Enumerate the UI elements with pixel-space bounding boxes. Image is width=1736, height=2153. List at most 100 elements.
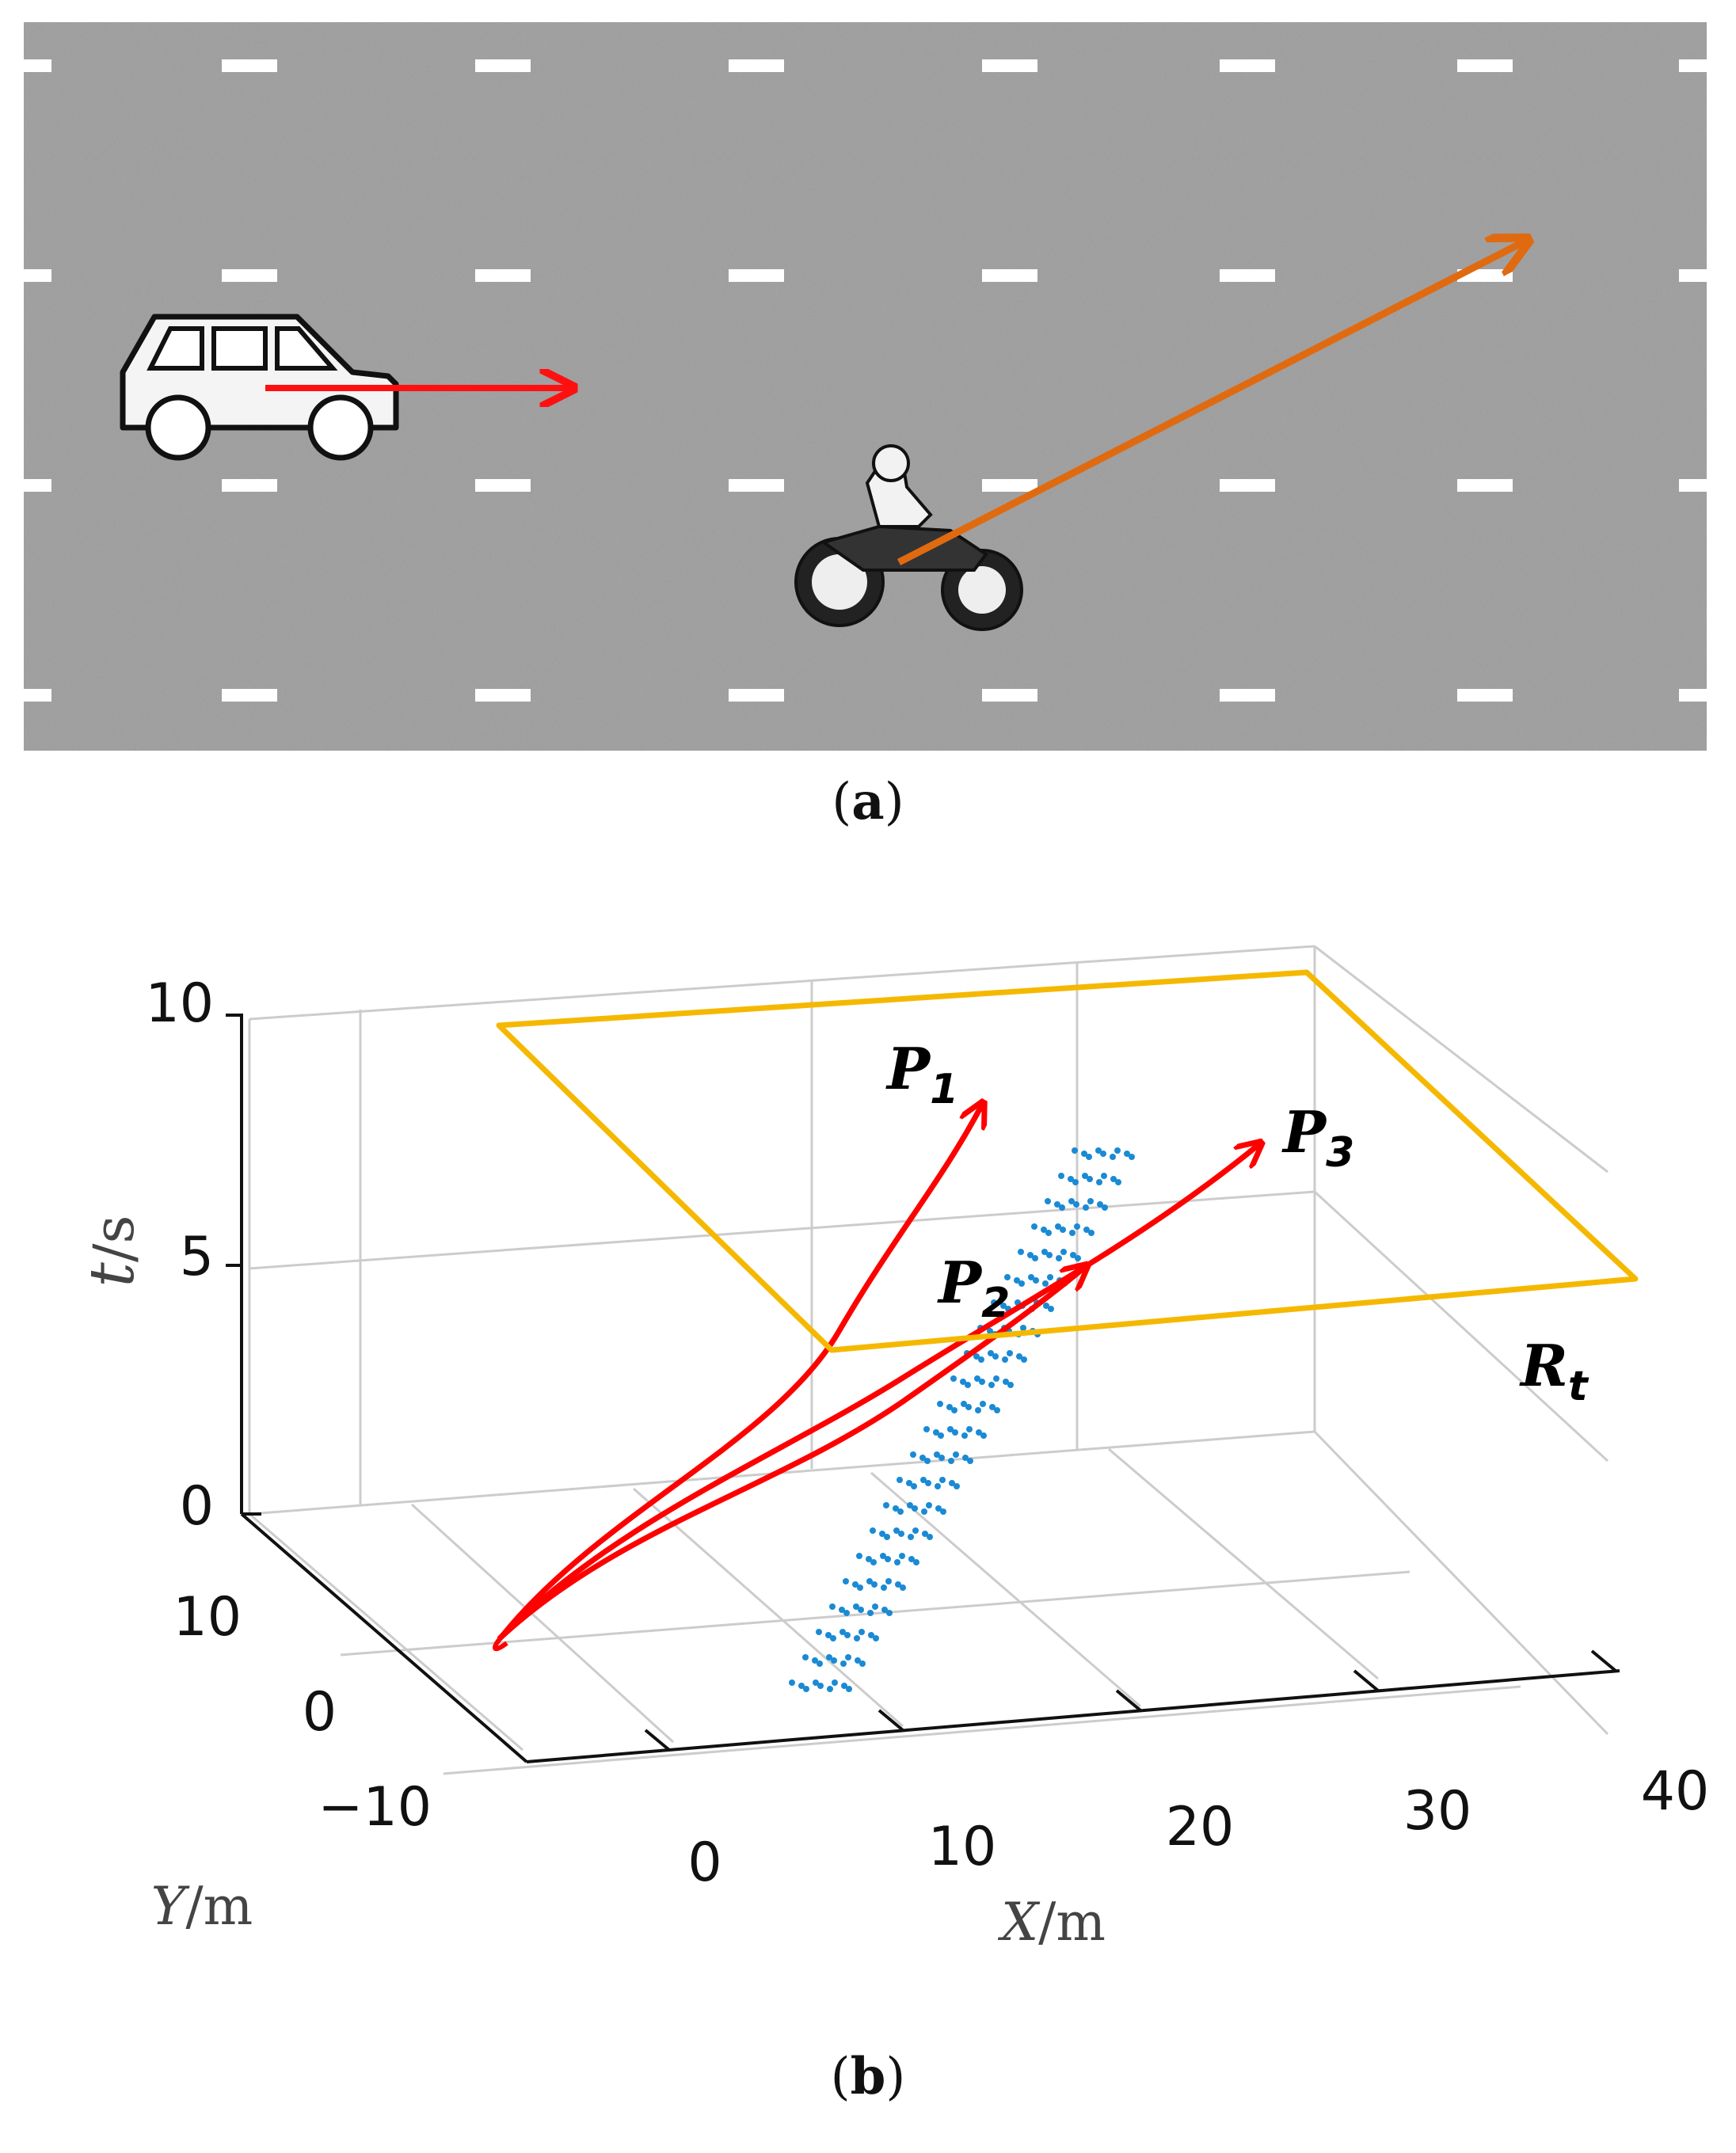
obstacle-point (950, 1375, 957, 1382)
obstacle-point (884, 1534, 890, 1540)
lane-dash (982, 689, 1037, 702)
obstacle-point (1075, 1255, 1081, 1261)
lane-dash (982, 479, 1037, 492)
obstacle-point (868, 1632, 874, 1638)
lane-dash (1220, 59, 1275, 72)
obstacle-point (1048, 1306, 1054, 1312)
obstacle-point (1100, 1151, 1106, 1157)
obstacle-point (817, 1660, 823, 1667)
obstacle-point (966, 1426, 973, 1432)
trajectory-start-loop (493, 1629, 509, 1652)
obstacle-point (967, 1458, 973, 1464)
obstacle-point (1110, 1154, 1116, 1160)
obstacle-point (826, 1654, 832, 1660)
obstacle-point (870, 1559, 877, 1565)
lane-dash (1679, 479, 1707, 492)
obstacle-point (952, 1429, 958, 1436)
obstacle-point (900, 1584, 906, 1591)
obstacle-point (843, 1578, 849, 1584)
lane-dash (1457, 479, 1513, 492)
obstacle-point (839, 1607, 845, 1613)
obstacle-point (1101, 1173, 1107, 1179)
obstacle-point (897, 1508, 904, 1515)
obstacle-point (1097, 1201, 1103, 1208)
obstacle-point (1055, 1223, 1061, 1230)
obstacle-point (1060, 1249, 1067, 1255)
obstacle-point (1102, 1204, 1108, 1211)
obstacle-point (949, 1480, 955, 1486)
obstacle-point (1020, 1325, 1026, 1331)
obstacle-point (978, 1356, 984, 1363)
obstacle-point (920, 1477, 927, 1483)
obstacle-point (789, 1679, 795, 1686)
obstacle-point (880, 1553, 886, 1559)
obstacle-point (1021, 1356, 1027, 1363)
obstacle-point (908, 1534, 914, 1540)
obstacle-point (948, 1458, 954, 1464)
label-p2: P2 (937, 1249, 1010, 1327)
obstacle-point (858, 1607, 864, 1613)
obstacle-point (975, 1407, 981, 1413)
obstacle-point (881, 1607, 888, 1613)
obstacle-point (881, 1584, 887, 1591)
obstacle-point (1060, 1227, 1066, 1233)
obstacle-point (1027, 1252, 1034, 1258)
obstacle-point (872, 1603, 878, 1610)
obstacle-point (895, 1581, 901, 1588)
y-tick-10: 10 (173, 1586, 242, 1649)
obstacle-point (1043, 1303, 1049, 1309)
reachable-plane-rt (496, 969, 1639, 1353)
obstacle-point (1018, 1249, 1024, 1255)
obstacle-point (1032, 1255, 1038, 1261)
obstacle-point (1004, 1274, 1011, 1280)
obstacle-point (988, 1382, 995, 1388)
obstacle-point (980, 1401, 986, 1407)
obstacle-point (913, 1559, 919, 1565)
obstacle-point (1110, 1176, 1117, 1182)
obstacle-point (1072, 1147, 1078, 1154)
caption-b-letter: b (850, 2047, 886, 2106)
obstacle-point (898, 1531, 904, 1537)
obstacle-point (1087, 1176, 1093, 1182)
obstacle-point (926, 1502, 932, 1508)
obstacle-point (1007, 1382, 1014, 1388)
obstacle-point (911, 1483, 917, 1489)
obstacle-point (961, 1432, 968, 1439)
obstacle-point (1041, 1227, 1047, 1233)
obstacle-point (831, 1657, 837, 1664)
obstacle-point (1047, 1274, 1053, 1280)
t-tick-0: 0 (180, 1475, 214, 1538)
obstacle-point (1072, 1179, 1079, 1185)
obstacle-point (832, 1679, 838, 1686)
obstacle-point (883, 1502, 889, 1508)
obstacle-point (846, 1686, 852, 1692)
obstacle-point (854, 1635, 860, 1641)
obstacle-point (1002, 1356, 1008, 1363)
obstacle-point (852, 1581, 858, 1588)
obstacle-point (813, 1679, 819, 1686)
obstacle-point (816, 1629, 822, 1635)
lane-dash (24, 479, 51, 492)
obstacle-point (1087, 1198, 1094, 1204)
obstacle-point (989, 1404, 996, 1410)
obstacle-point (1124, 1151, 1130, 1157)
trajectory-p1 (501, 1105, 982, 1638)
obstacle-point (1083, 1204, 1089, 1211)
obstacle-point (870, 1527, 876, 1534)
y-tick-0: 0 (303, 1681, 337, 1744)
obstacle-point (1088, 1230, 1095, 1236)
obstacle-point (1031, 1223, 1037, 1230)
obstacle-point (1046, 1252, 1053, 1258)
lane-dash (475, 689, 531, 702)
x-axis-label: X/m (997, 1892, 1106, 1953)
lane-dash (729, 269, 784, 282)
obstacle-point (954, 1483, 960, 1489)
motorcycle-velocity-arrow (897, 242, 1525, 566)
y-axis-label: Y/m (151, 1876, 253, 1937)
obstacle-point (988, 1350, 994, 1356)
caption-a: (a) (832, 772, 904, 831)
lane-dash (222, 269, 277, 282)
obstacle-point (962, 1455, 969, 1461)
lane-dash (24, 59, 51, 72)
